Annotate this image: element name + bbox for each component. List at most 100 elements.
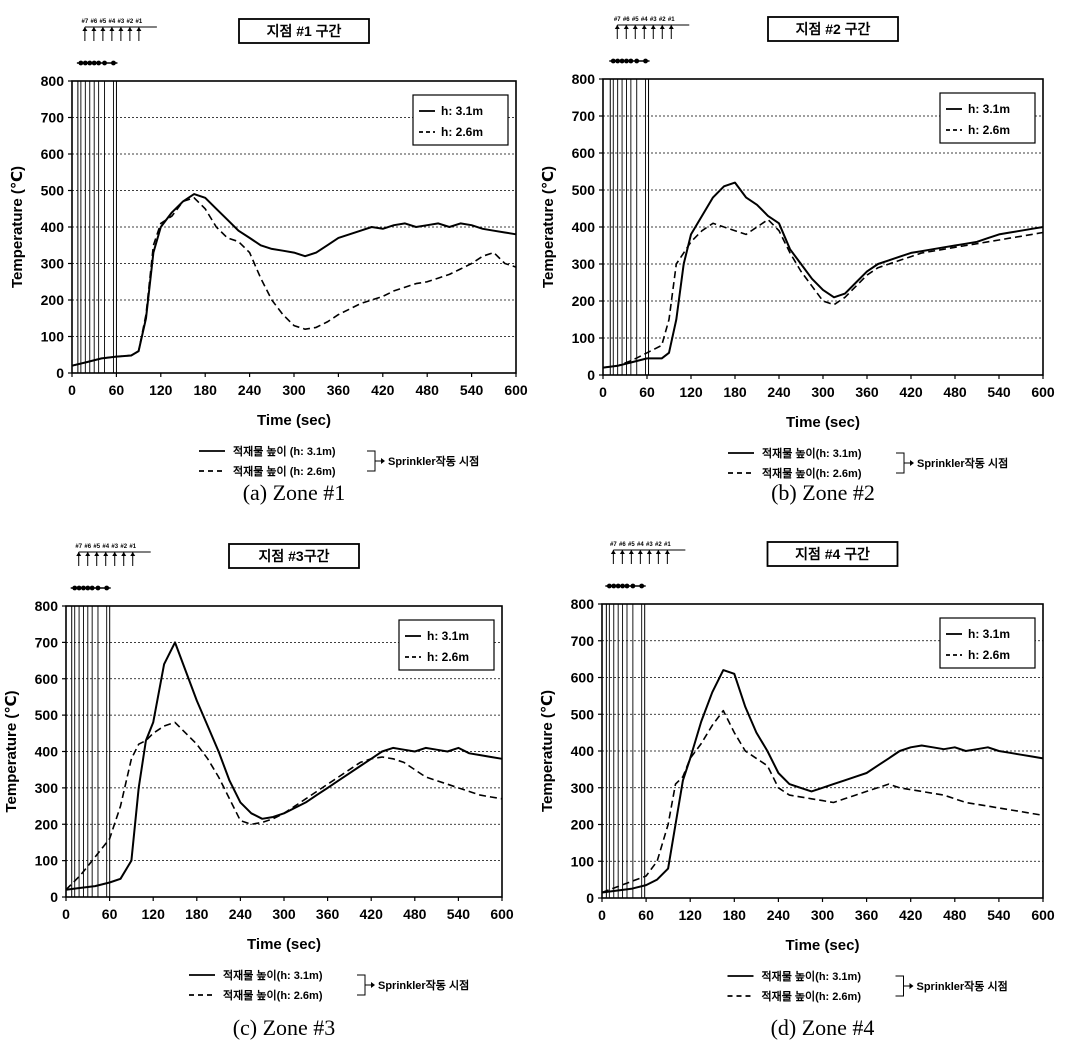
series-line-1	[601, 669, 1044, 894]
x-tick-label: 540	[987, 907, 1011, 923]
series-line-2	[602, 218, 1044, 369]
marker-label: #1	[136, 19, 143, 25]
x-tick-label: 180	[723, 384, 747, 400]
sprinkler-dot	[624, 58, 629, 64]
sprinkler-dot	[91, 60, 97, 66]
chart-title-box	[228, 543, 360, 569]
marker-label: #6	[91, 19, 98, 25]
chart-panel-2: 0 100 200 300 400 500 600 700 800 0 60 120 180 240 300…	[540, 16, 1055, 505]
marker-label: #7	[610, 542, 617, 548]
sprinkler-dot	[72, 585, 78, 591]
y-axis-label: Temperature (℃)	[3, 690, 20, 812]
legend-label: h: 3.1m	[968, 627, 1010, 641]
x-tick-label: 120	[679, 384, 703, 400]
marker-label: #3	[646, 542, 653, 548]
bottom-legend-arrowhead	[371, 982, 375, 988]
y-tick-label: 300	[41, 256, 65, 272]
chart-panel-4: 0 100 200 300 400 500 600 700 800 0 60 120 180 240 300…	[539, 541, 1055, 1040]
y-tick-label: 400	[571, 743, 595, 759]
y-tick-label: 800	[35, 598, 59, 614]
marker-label: #2	[655, 542, 662, 548]
x-tick-label: 420	[371, 382, 395, 398]
x-tick-label: 0	[599, 384, 607, 400]
series-line-2	[65, 721, 503, 891]
marker-label: #5	[93, 544, 100, 550]
marker-arrowhead	[121, 552, 127, 556]
x-axis-label: Time (sec)	[247, 936, 321, 953]
sprinkler-dot	[611, 583, 617, 589]
x-tick-label: 360	[327, 382, 351, 398]
marker-label: #3	[118, 19, 125, 25]
sprinkler-dot	[615, 583, 621, 589]
y-tick-label: 600	[572, 145, 596, 161]
y-tick-label: 700	[41, 110, 65, 126]
bottom-legend-arrowhead	[910, 460, 914, 466]
sprinkler-dot	[620, 583, 625, 589]
bottom-legend-bracket	[896, 452, 905, 474]
legend-label: h: 2.6m	[968, 123, 1010, 137]
marker-arrowhead	[118, 27, 124, 31]
bottom-legend-label: 적재물 높이(h: 3.1m)	[762, 446, 862, 460]
y-tick-label: 700	[35, 634, 59, 650]
chart-title-box	[238, 18, 370, 44]
bottom-legend-bracket	[895, 975, 904, 997]
sprinkler-dot	[643, 58, 648, 64]
sprinkler-band	[609, 78, 650, 376]
bottom-legend-label: 적재물 높이 (h: 3.1m)	[233, 444, 336, 458]
legend-label: h: 2.6m	[427, 650, 469, 664]
sprinkler-band	[605, 603, 646, 899]
chart-title: 지점 #4 구간	[795, 546, 870, 562]
y-tick-label: 200	[35, 816, 59, 832]
marker-arrowhead	[628, 550, 634, 554]
x-axis-label: Time (sec)	[786, 414, 860, 431]
marker-label: #4	[641, 17, 648, 23]
marker-arrowhead	[668, 25, 674, 29]
marker-arrowhead	[127, 27, 133, 31]
marker-arrowhead	[100, 27, 106, 31]
x-tick-label: 180	[185, 906, 209, 922]
x-tick-label: 420	[899, 384, 923, 400]
x-tick-label: 480	[403, 906, 427, 922]
x-tick-label: 60	[102, 906, 118, 922]
x-tick-label: 240	[238, 382, 262, 398]
y-tick-label: 500	[571, 706, 595, 722]
x-tick-label: 600	[504, 382, 528, 398]
marker-arrowhead	[646, 550, 652, 554]
marker-arrowhead	[130, 552, 136, 556]
bottom-legend-label: 적재물 높이(h: 3.1m)	[223, 968, 323, 982]
legend-label: h: 3.1m	[441, 104, 483, 118]
marker-arrowhead	[623, 25, 629, 29]
x-tick-label: 0	[68, 382, 76, 398]
bottom-legend-label: 적재물 높이(h: 2.6m)	[762, 989, 862, 1003]
sprinkler-dot	[630, 583, 636, 589]
sprinkler-dot	[102, 60, 107, 66]
marker-arrowhead	[637, 550, 643, 554]
y-tick-label: 400	[35, 744, 59, 760]
marker-label: #2	[127, 19, 134, 25]
marker-arrowhead	[109, 27, 115, 31]
y-tick-label: 500	[35, 707, 59, 723]
x-tick-label: 180	[194, 382, 218, 398]
sprinkler-dot	[619, 58, 625, 64]
bottom-legend-bracket	[367, 450, 376, 472]
panel-caption: (c) Zone #3	[233, 1015, 336, 1040]
sprinkler-dot	[78, 60, 84, 66]
marker-label: #1	[668, 17, 675, 23]
marker-label: #5	[628, 542, 635, 548]
legend-box	[939, 617, 1036, 669]
x-tick-label: 360	[855, 384, 879, 400]
y-tick-label: 400	[41, 219, 65, 235]
sprinkler-band	[71, 605, 111, 898]
y-tick-label: 600	[571, 670, 595, 686]
sprinkler-dot	[104, 585, 110, 591]
x-tick-label: 300	[272, 906, 296, 922]
marker-label: #5	[632, 17, 639, 23]
y-tick-label: 0	[56, 365, 64, 381]
sprinkler-label: Sprinkler작동 시점	[917, 456, 1008, 470]
x-tick-label: 540	[447, 906, 471, 922]
marker-label: #1	[664, 542, 671, 548]
sprinkler-label: Sprinkler작동 시점	[388, 454, 479, 468]
marker-label: #5	[100, 19, 107, 25]
legend-label: h: 2.6m	[441, 125, 483, 139]
